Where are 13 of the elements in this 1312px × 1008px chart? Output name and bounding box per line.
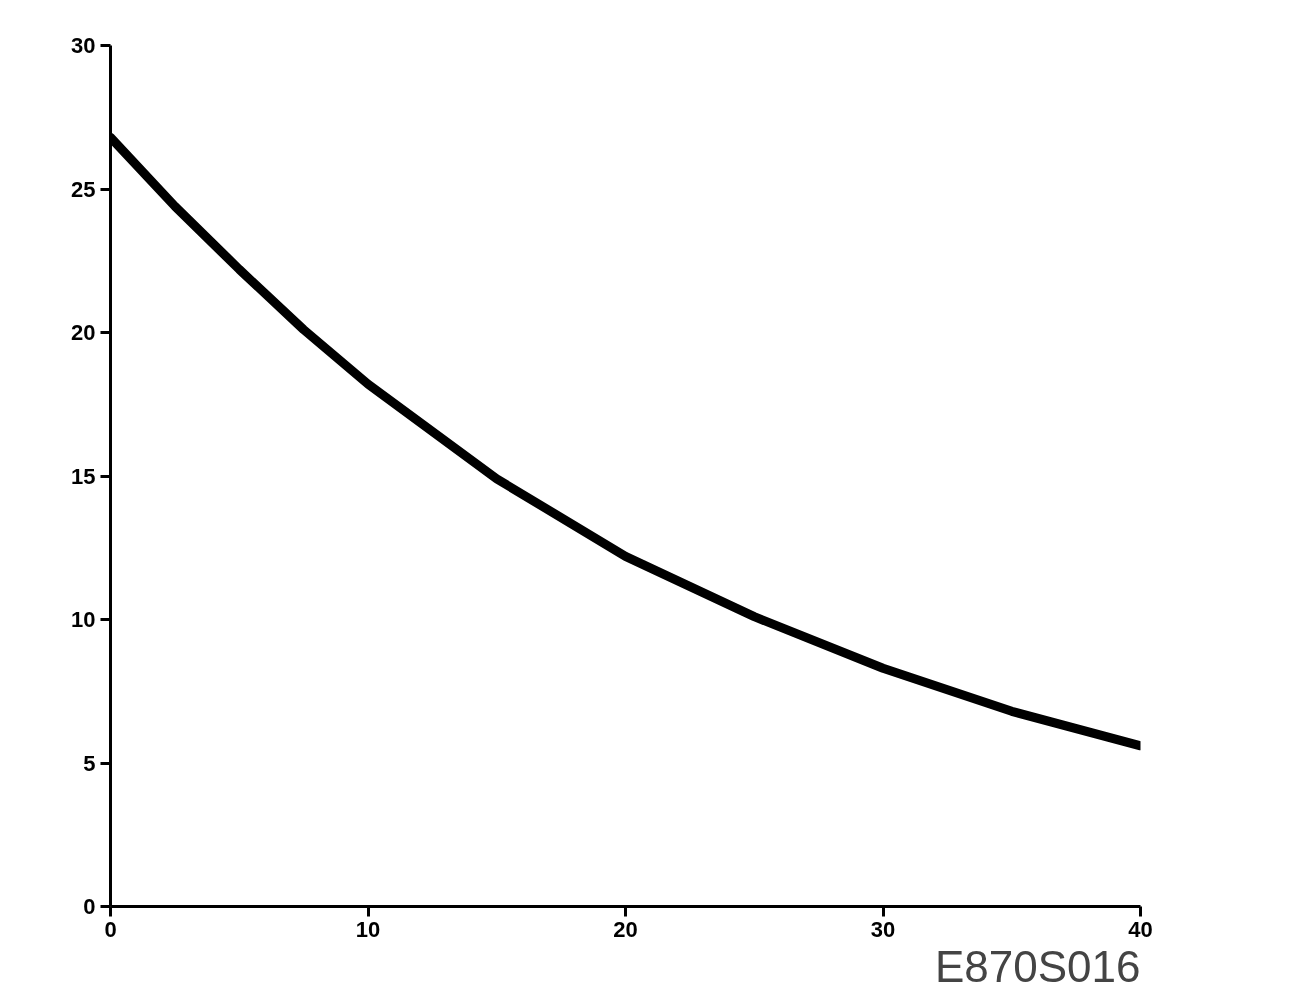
y-tick-label: 20: [71, 320, 96, 345]
x-tick-label: 10: [355, 916, 381, 942]
y-tick-label: 30: [71, 33, 96, 58]
y-tick-label: 10: [71, 607, 96, 632]
x-tick-label: 20: [613, 916, 638, 942]
x-tick-label: 0: [104, 916, 117, 942]
x-tick-label: 30: [870, 916, 896, 942]
x-tick-label: 40: [1128, 916, 1153, 942]
y-tick-label: 0: [83, 894, 96, 919]
text: E870S016: [934, 941, 1141, 991]
y-tick-label: 25: [71, 176, 96, 202]
y-tick-label: 5: [83, 750, 96, 776]
y-tick-label: 15: [71, 463, 96, 489]
